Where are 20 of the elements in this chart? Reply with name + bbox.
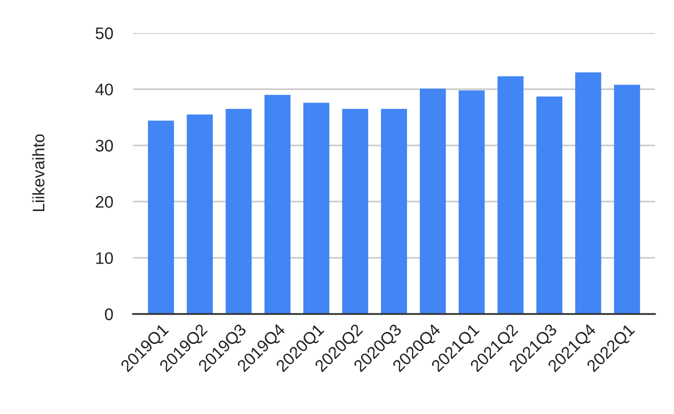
bar [303,102,330,314]
bar [342,108,368,314]
y-tick-label: 30 [96,140,113,152]
bar [458,90,485,314]
bar [226,108,252,314]
bar [264,94,290,314]
bar [148,120,174,314]
bar [614,84,640,314]
bar [380,108,408,314]
y-tick-label: 40 [95,84,113,96]
bar [420,88,446,314]
bar [186,114,213,314]
bar [498,76,524,314]
y-tick-label: 0 [104,308,113,320]
y-tick-label: 20 [96,196,113,208]
y-axis-title: Liikevaihto [32,134,44,212]
y-tick-label: 10 [96,252,113,264]
y-tick-label: 50 [96,27,113,40]
bar [575,72,602,314]
bar [536,96,562,314]
